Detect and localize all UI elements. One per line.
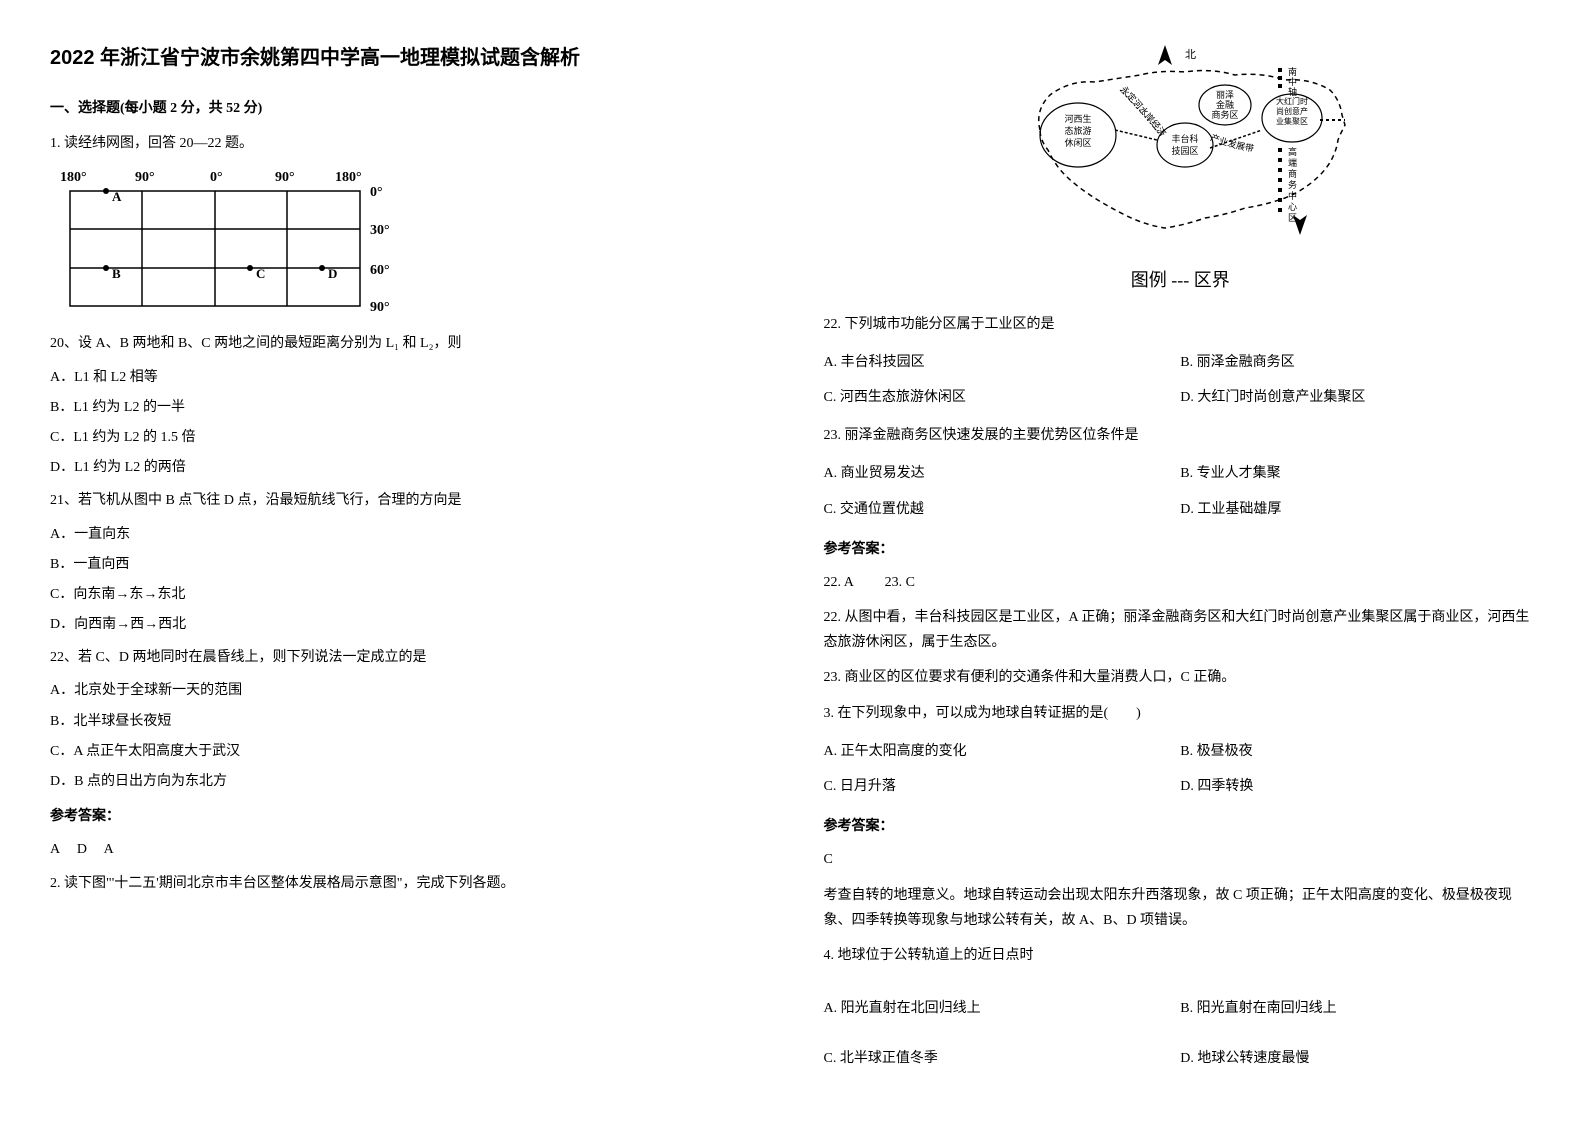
- svg-text:金融: 金融: [1216, 99, 1234, 110]
- xlabel-4: 180°: [335, 170, 362, 185]
- svg-text:端: 端: [1288, 157, 1297, 168]
- q1-prompt: 1. 读经纬网图，回答 20—22 题。: [50, 131, 764, 156]
- xlabel-1: 90°: [135, 170, 155, 185]
- section-heading: 一、选择题(每小题 2 分，共 52 分): [50, 96, 764, 121]
- q1-22-optA: A．北京处于全球新一天的范围: [50, 678, 764, 703]
- q1-22-optC: C．A 点正午太阳高度大于武汉: [50, 739, 764, 764]
- svg-text:态旅游: 态旅游: [1065, 125, 1092, 136]
- q4-optB: B. 阳光直射在南回归线上: [1180, 996, 1537, 1021]
- right-column: 北 河西生 态旅游 休闲区 丰台科 技园区 丽泽 金融: [824, 40, 1538, 1077]
- q2-prompt: 2. 读下图"'十二五'期间北京市丰台区整体发展格局示意图"，完成下列各题。: [50, 871, 764, 896]
- svg-text:务: 务: [1288, 179, 1297, 190]
- svg-text:业集聚区: 业集聚区: [1276, 116, 1308, 126]
- svg-text:丰台科: 丰台科: [1172, 133, 1199, 144]
- q1-20-optC: C．L1 约为 L2 的 1.5 倍: [50, 425, 764, 450]
- q1-sub21: 21、若飞机从图中 B 点飞往 D 点，沿最短航线飞行，合理的方向是: [50, 488, 764, 513]
- q3-optC: C. 日月升落: [824, 774, 1181, 799]
- point-D: [319, 265, 325, 271]
- map-legend: 图例 --- 区界: [824, 264, 1538, 296]
- q3-answer-label: 参考答案：: [824, 814, 1538, 839]
- q2-22-optA: A. 丰台科技园区: [824, 350, 1181, 375]
- q2-sub23: 23. 丽泽金融商务区快速发展的主要优势区位条件是: [824, 423, 1538, 448]
- ylabel-2: 60°: [370, 263, 390, 278]
- q1-20-optA: A．L1 和 L2 相等: [50, 365, 764, 390]
- q1-22-optB: B．北半球昼长夜短: [50, 709, 764, 734]
- grid-chart: 180° 90° 0° 90° 180° 0° 30° 60° 90°: [50, 166, 764, 316]
- q1-21-optB: B．一直向西: [50, 552, 764, 577]
- high-end-label: 高 端 商 务 中 心 区: [1278, 146, 1297, 223]
- q3-explanation: 考查自转的地理意义。地球自转运动会出现太阳东升西落现象，故 C 项正确；正午太阳…: [824, 883, 1538, 933]
- document-title: 2022 年浙江省宁波市余姚第四中学高一地理模拟试题含解析: [50, 40, 764, 76]
- q1-20-optD: D．L1 约为 L2 的两倍: [50, 455, 764, 480]
- south-axis: 南 中 轴: [1278, 66, 1297, 97]
- ylabel-0: 0°: [370, 185, 383, 200]
- xlabel-2: 0°: [210, 170, 223, 185]
- q2-23-optB: B. 专业人才集聚: [1180, 461, 1537, 486]
- svg-text:丽泽: 丽泽: [1216, 90, 1234, 100]
- q3-answer: C: [824, 847, 1538, 872]
- q4-text: 4. 地球位于公转轨道上的近日点时: [824, 943, 1538, 968]
- left-column: 2022 年浙江省宁波市余姚第四中学高一地理模拟试题含解析 一、选择题(每小题 …: [50, 40, 764, 1077]
- svg-text:河西生: 河西生: [1065, 113, 1092, 124]
- q2-22-optB: B. 丽泽金融商务区: [1180, 350, 1537, 375]
- q1-21-optA: A．一直向东: [50, 522, 764, 547]
- q2-22-optD: D. 大红门时尚创意产业集聚区: [1180, 385, 1537, 410]
- q1-21-optD: D．向西南→西→西北: [50, 612, 764, 637]
- q2-23-optA: A. 商业贸易发达: [824, 461, 1181, 486]
- svg-text:A: A: [112, 189, 122, 204]
- svg-text:技园区: 技园区: [1172, 145, 1199, 156]
- q1-answer-label: 参考答案：: [50, 804, 764, 829]
- q2-23-optC: C. 交通位置优越: [824, 497, 1181, 522]
- map-diagram: 北 河西生 态旅游 休闲区 丰台科 技园区 丽泽 金融: [824, 40, 1538, 297]
- q3-optA: A. 正午太阳高度的变化: [824, 739, 1181, 764]
- south-arrow-icon: [1293, 215, 1307, 235]
- q1-answer: A D A: [50, 837, 764, 862]
- q2-explanation2: 23. 商业区的区位要求有便利的交通条件和大量消费人口，C 正确。: [824, 665, 1538, 690]
- q1-21-optC: C．向东南→东→东北: [50, 582, 764, 607]
- svg-text:D: D: [328, 266, 337, 281]
- q1-sub22: 22、若 C、D 两地同时在晨昏线上，则下列说法一定成立的是: [50, 645, 764, 670]
- q2-explanation1: 22. 从图中看，丰台科技园区是工业区，A 正确；丽泽金融商务区和大红门时尚创意…: [824, 605, 1538, 655]
- svg-text:C: C: [256, 266, 265, 281]
- xlabel-3: 90°: [275, 170, 295, 185]
- svg-text:休闲区: 休闲区: [1065, 137, 1092, 148]
- svg-text:大红门时: 大红门时: [1276, 96, 1308, 106]
- svg-text:商务区: 商务区: [1212, 109, 1239, 120]
- svg-text:高: 高: [1288, 146, 1297, 157]
- q2-sub22: 22. 下列城市功能分区属于工业区的是: [824, 312, 1538, 337]
- svg-text:轴: 轴: [1288, 86, 1297, 97]
- q4-optD: D. 地球公转速度最慢: [1180, 1046, 1537, 1071]
- q1-22-optD: D．B 点的日出方向为东北方: [50, 769, 764, 794]
- svg-text:心: 心: [1288, 202, 1297, 212]
- xlabel-0: 180°: [60, 170, 87, 185]
- svg-text:商: 商: [1288, 168, 1297, 179]
- ylabel-1: 30°: [370, 223, 390, 238]
- north-label: 北: [1185, 48, 1196, 61]
- svg-text:中: 中: [1288, 76, 1297, 87]
- svg-text:南: 南: [1288, 66, 1297, 77]
- ylabel-3: 90°: [370, 300, 390, 315]
- q3-optD: D. 四季转换: [1180, 774, 1537, 799]
- north-arrow-icon: [1158, 45, 1172, 65]
- q4-optA: A. 阳光直射在北回归线上: [824, 996, 1181, 1021]
- q1-sub20: 20、设 A、B 两地和 B、C 两地之间的最短距离分别为 L₁ 和 L₂，则: [50, 331, 764, 356]
- q2-23-optD: D. 工业基础雄厚: [1180, 497, 1537, 522]
- q1-20-optB: B．L1 约为 L2 的一半: [50, 395, 764, 420]
- q2-22-optC: C. 河西生态旅游休闲区: [824, 385, 1181, 410]
- q3-optB: B. 极昼极夜: [1180, 739, 1537, 764]
- svg-text:中: 中: [1288, 190, 1297, 201]
- q2-answer: 22. A 23. C: [824, 570, 1538, 595]
- point-C: [247, 265, 253, 271]
- q2-answer-label: 参考答案：: [824, 537, 1538, 562]
- q4-optC: C. 北半球正值冬季: [824, 1046, 1181, 1071]
- point-A: [103, 188, 109, 194]
- svg-text:尚创意产: 尚创意产: [1276, 106, 1308, 116]
- point-B: [103, 265, 109, 271]
- q3-text: 3. 在下列现象中，可以成为地球自转证据的是( ): [824, 701, 1538, 726]
- svg-text:B: B: [112, 266, 121, 281]
